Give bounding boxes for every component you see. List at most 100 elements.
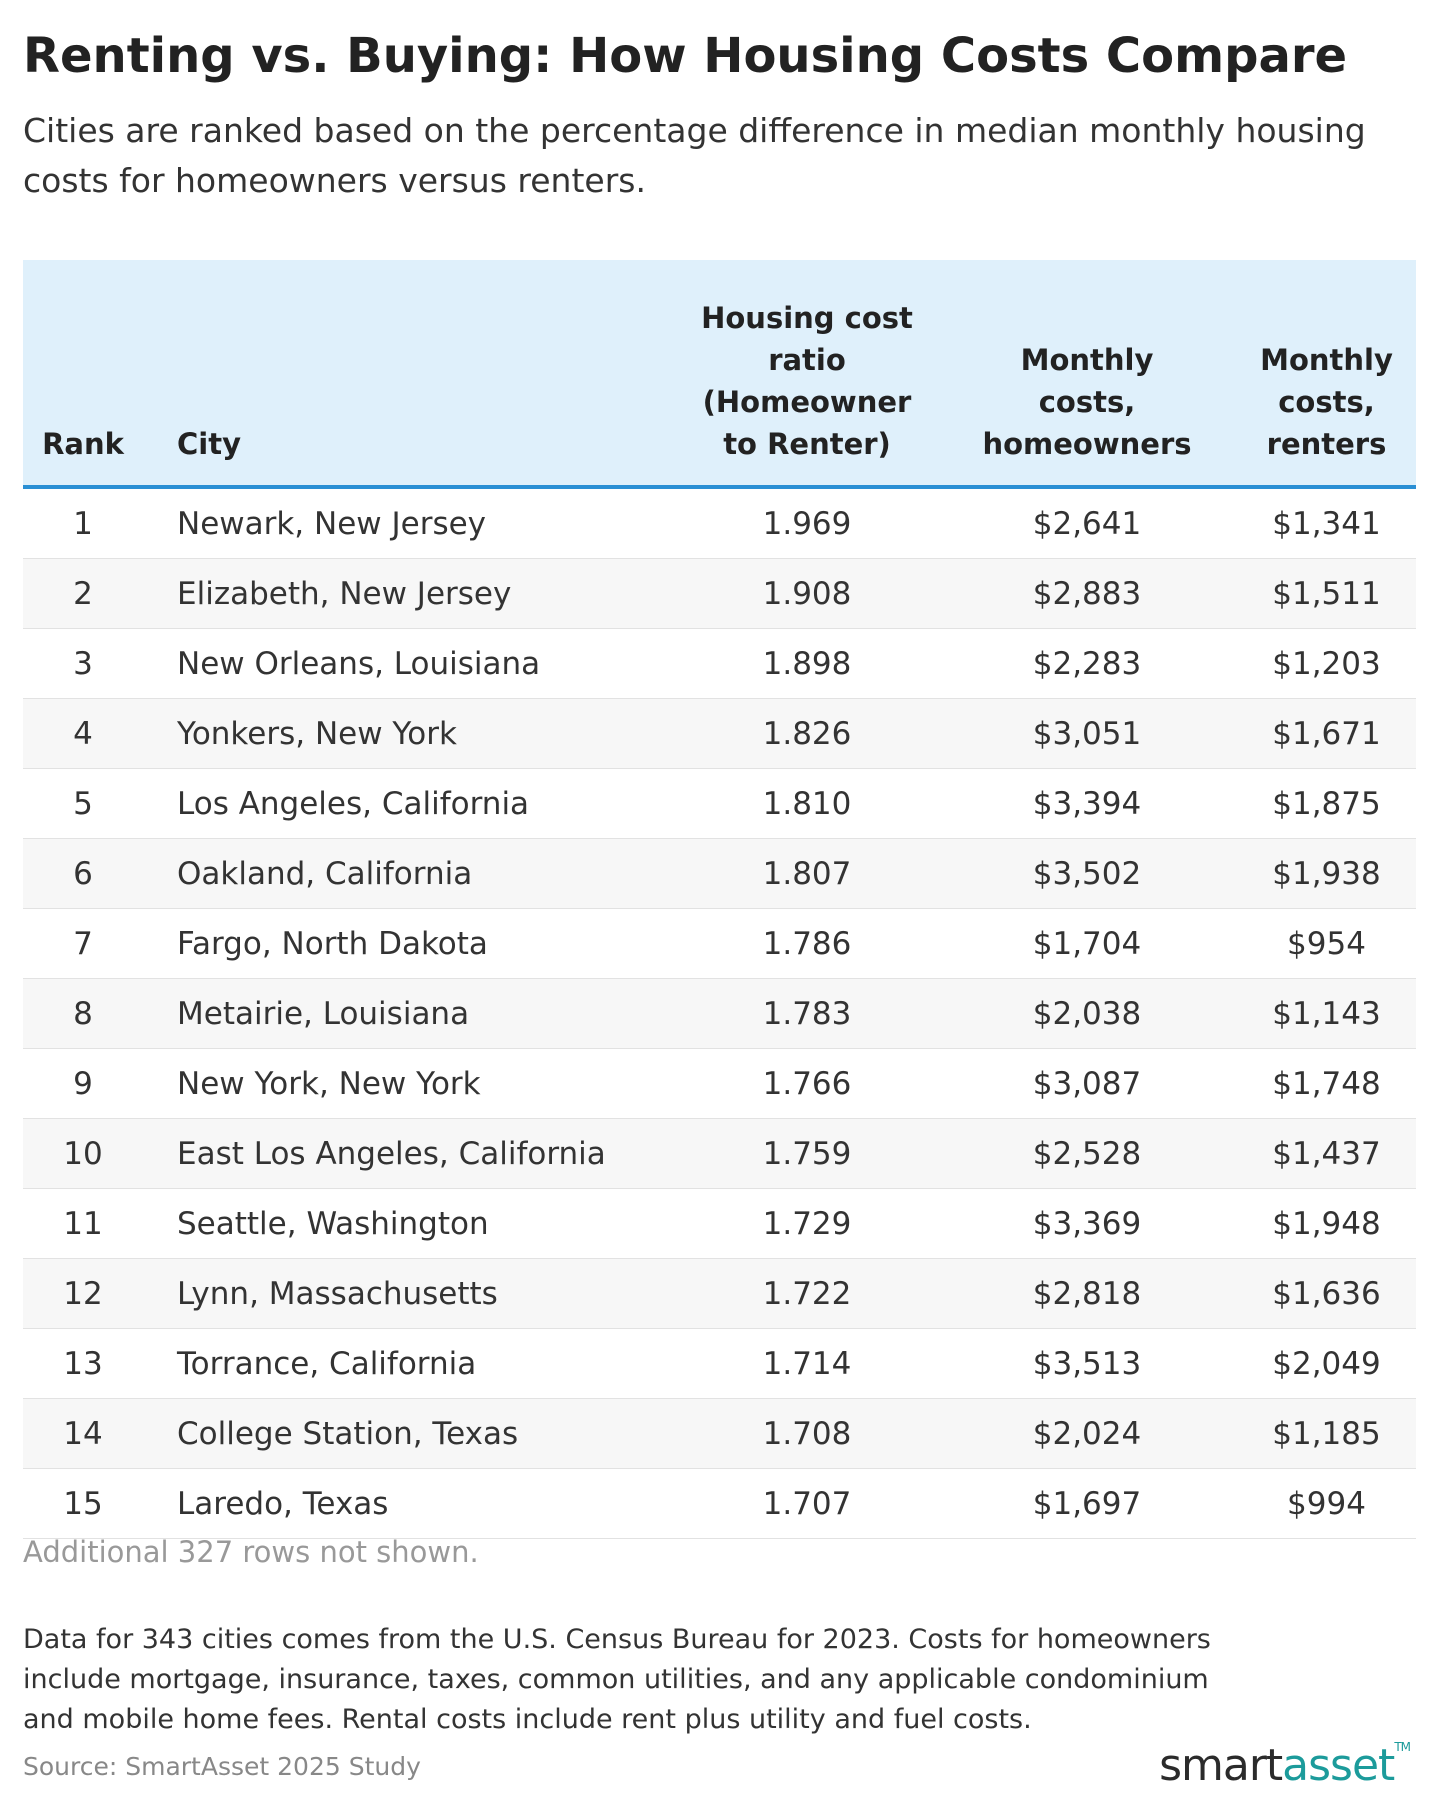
header-line: Rank <box>42 427 124 461</box>
table-cell: Elizabeth, New Jersey <box>143 558 677 629</box>
table-cell: 1.810 <box>677 768 937 839</box>
table-cell: 15 <box>23 1468 143 1539</box>
table-row: 4 Yonkers, New York 1.826 $3,051 $1,671 <box>23 698 1416 769</box>
table-cell: Metairie, Louisiana <box>143 978 677 1049</box>
header-line: costs, <box>1038 385 1136 419</box>
column-header: Monthly costs, renters <box>1237 260 1416 489</box>
table-cell: $1,185 <box>1237 1398 1416 1469</box>
table-row: 14 College Station, Texas 1.708 $2,024 $1,18… <box>23 1398 1416 1469</box>
table-cell: $2,024 <box>937 1398 1237 1469</box>
table-cell: 2 <box>23 558 143 629</box>
table-cell: $994 <box>1237 1468 1416 1539</box>
table-cell: 4 <box>23 698 143 769</box>
table-cell: New Orleans, Louisiana <box>143 628 677 699</box>
column-header: Housing cost ratio (Homeowner to Renter) <box>677 260 937 489</box>
table-row: 6 Oakland, California 1.807 $3,502 $1,938 <box>23 838 1416 909</box>
table-cell: 1 <box>23 487 143 559</box>
table-cell: $2,283 <box>937 628 1237 699</box>
table-cell: Laredo, Texas <box>143 1468 677 1539</box>
table-cell: $1,875 <box>1237 768 1416 839</box>
column-header: Monthly costs, homeowners <box>937 260 1237 489</box>
table-cell: $1,704 <box>937 908 1237 979</box>
table-cell: $3,087 <box>937 1048 1237 1119</box>
table-cell: Seattle, Washington <box>143 1188 677 1259</box>
header-line: Monthly <box>1260 343 1393 377</box>
table-cell: 1.759 <box>677 1118 937 1189</box>
header-row: Rank City Housing cost ratio (Homeowner to Re… <box>23 260 1416 489</box>
table-cell: $1,511 <box>1237 558 1416 629</box>
table-cell: $1,636 <box>1237 1258 1416 1329</box>
logo: smartassetTM <box>1159 1740 1411 1791</box>
table-cell: 14 <box>23 1398 143 1469</box>
table-cell: 1.722 <box>677 1258 937 1329</box>
table-cell: 1.807 <box>677 838 937 909</box>
table-row: 7 Fargo, North Dakota 1.786 $1,704 $954 <box>23 908 1416 979</box>
table-row: 1 Newark, New Jersey 1.969 $2,641 $1,341 <box>23 487 1416 559</box>
table-cell: East Los Angeles, California <box>143 1118 677 1189</box>
table-cell: $3,394 <box>937 768 1237 839</box>
data-table: Rank City Housing cost ratio (Homeowner to Re… <box>23 260 1416 1539</box>
table-cell: $1,203 <box>1237 628 1416 699</box>
table-cell: 1.786 <box>677 908 937 979</box>
header-line: (Homeowner <box>702 385 912 419</box>
header-line: Housing cost <box>701 301 913 335</box>
trademark: TM <box>1394 1740 1411 1754</box>
header-line: homeowners <box>982 427 1192 461</box>
table-row: 10 East Los Angeles, California 1.759 $2,52… <box>23 1118 1416 1189</box>
table-row: 8 Metairie, Louisiana 1.783 $2,038 $1,143 <box>23 978 1416 1049</box>
table-cell: $1,748 <box>1237 1048 1416 1119</box>
subtitle: Cities are ranked based on the percentag… <box>23 111 1366 200</box>
column-header: Rank <box>23 260 143 489</box>
table-cell: Newark, New Jersey <box>143 487 677 559</box>
header-line: renters <box>1266 427 1387 461</box>
header-line: City <box>177 427 241 461</box>
logo-text: asset <box>1282 1740 1395 1791</box>
table-cell: 1.707 <box>677 1468 937 1539</box>
header-line: costs, <box>1278 385 1375 419</box>
table-cell: 12 <box>23 1258 143 1329</box>
table-body: 1 Newark, New Jersey 1.969 $2,641 $1,341 2 Eli… <box>23 487 1416 1539</box>
table-row: 2 Elizabeth, New Jersey 1.908 $2,883 $1,511 <box>23 558 1416 629</box>
table-cell: 6 <box>23 838 143 909</box>
header-line: Monthly <box>1020 343 1154 377</box>
header-line: to Renter) <box>723 427 891 461</box>
table-cell: $2,038 <box>937 978 1237 1049</box>
table-cell: 7 <box>23 908 143 979</box>
table-cell: 10 <box>23 1118 143 1189</box>
table-cell: $1,697 <box>937 1468 1237 1539</box>
table-cell: $1,341 <box>1237 487 1416 559</box>
title: Renting vs. Buying: How Housing Costs Co… <box>23 28 1348 84</box>
table-cell: $3,051 <box>937 698 1237 769</box>
table-cell: 1.708 <box>677 1398 937 1469</box>
table-cell: Lynn, Massachusetts <box>143 1258 677 1329</box>
table-cell: 1.908 <box>677 558 937 629</box>
table-cell: $3,513 <box>937 1328 1237 1399</box>
table-cell: $1,143 <box>1237 978 1416 1049</box>
table-cell: 1.766 <box>677 1048 937 1119</box>
table-row: 13 Torrance, California 1.714 $3,513 $2,049 <box>23 1328 1416 1399</box>
table-cell: 8 <box>23 978 143 1049</box>
table-cell: College Station, Texas <box>143 1398 677 1469</box>
table-cell: $2,883 <box>937 558 1237 629</box>
header-line: ratio <box>768 343 846 377</box>
table-cell: Torrance, California <box>143 1328 677 1399</box>
table-cell: Oakland, California <box>143 838 677 909</box>
table-cell: $954 <box>1237 908 1416 979</box>
table-cell: 1.783 <box>677 978 937 1049</box>
more-rows-note: Additional 327 rows not shown. <box>23 1535 479 1569</box>
table-cell: $3,369 <box>937 1188 1237 1259</box>
column-header: City <box>143 260 677 489</box>
table-cell: 1.969 <box>677 487 937 559</box>
table-cell: 11 <box>23 1188 143 1259</box>
table-row: 3 New Orleans, Louisiana 1.898 $2,283 $1,203 <box>23 628 1416 699</box>
methodology-note: Data for 343 cities comes from the U.S. … <box>23 1624 1211 1735</box>
table-cell: 1.898 <box>677 628 937 699</box>
table-row: 15 Laredo, Texas 1.707 $1,697 $994 <box>23 1468 1416 1539</box>
table-cell: $2,818 <box>937 1258 1237 1329</box>
table-row: 11 Seattle, Washington 1.729 $3,369 $1,948 <box>23 1188 1416 1259</box>
table-cell: 13 <box>23 1328 143 1399</box>
table-cell: $1,948 <box>1237 1188 1416 1259</box>
table-cell: 1.714 <box>677 1328 937 1399</box>
table-cell: 1.826 <box>677 698 937 769</box>
